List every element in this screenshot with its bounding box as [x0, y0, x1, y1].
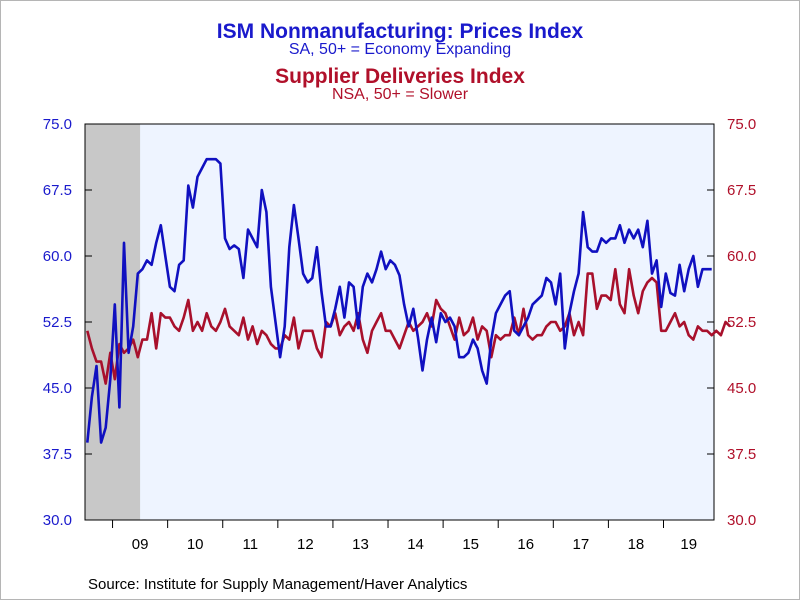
source-note: Source: Institute for Supply Management/…: [88, 576, 468, 593]
x-axis-tick-label: 19: [680, 536, 697, 553]
right-axis-tick-label: 45.0: [727, 380, 756, 397]
x-axis-tick-label: 13: [352, 536, 369, 553]
x-axis-tick-label: 09: [132, 536, 149, 553]
x-axis-tick-label: 12: [297, 536, 314, 553]
left-axis-tick-label: 52.5: [43, 314, 72, 331]
x-axis-tick-label: 10: [187, 536, 204, 553]
right-axis-tick-label: 60.0: [727, 248, 756, 265]
left-axis-tick-label: 45.0: [43, 380, 72, 397]
x-axis-tick-label: 18: [628, 536, 645, 553]
secondary-subtitle: NSA, 50+ = Slower: [331, 86, 469, 103]
x-axis-tick-label: 17: [573, 536, 590, 553]
x-axis-tick-label: 11: [242, 536, 258, 553]
left-axis-tick-label: 75.0: [43, 116, 72, 133]
secondary-title: Supplier Deliveries Index: [275, 65, 525, 88]
plot-area: [85, 124, 714, 520]
x-axis-tick-label: 15: [462, 536, 479, 553]
right-axis-tick-label: 75.0: [727, 116, 756, 133]
left-axis-tick-label: 30.0: [43, 512, 72, 529]
primary-subtitle: SA, 50+ = Economy Expanding: [288, 41, 512, 58]
right-axis-tick-label: 30.0: [727, 512, 756, 529]
left-axis-tick-label: 60.0: [43, 248, 72, 265]
primary-title: ISM Nonmanufacturing: Prices Index: [216, 20, 584, 43]
prices-index-line: [86, 157, 712, 444]
x-axis-tick-label: 14: [407, 536, 424, 553]
right-axis-tick-label: 52.5: [727, 314, 756, 331]
right-axis-tick-label: 67.5: [727, 182, 756, 199]
right-axis-tick-label: 37.5: [727, 446, 756, 463]
x-axis-tick-label: 16: [517, 536, 534, 553]
left-axis-tick-label: 67.5: [43, 182, 72, 199]
left-axis-tick-label: 37.5: [43, 446, 72, 463]
